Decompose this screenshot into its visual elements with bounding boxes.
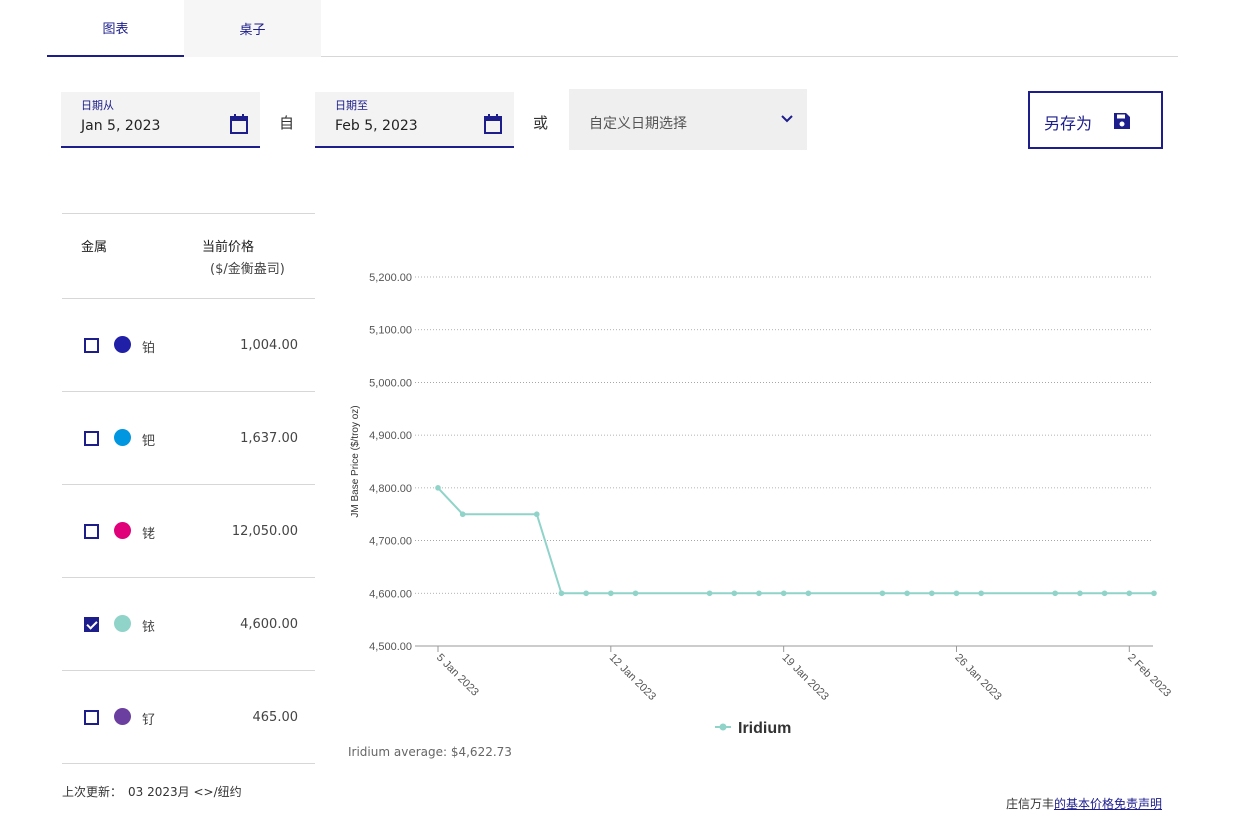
metal-name: 铱 [142, 620, 156, 635]
metal-price: 12,050.00 [231, 524, 298, 539]
metal-price: 465.00 [252, 710, 299, 725]
legend-label: Iridium [738, 720, 791, 737]
disclaimer-link[interactable]: 的基本价格免责声明 [1053, 797, 1162, 811]
date-range-select-value: 自定义日期选择 [589, 116, 687, 132]
y-tick-label: 5,200.00 [369, 272, 412, 284]
column-header-price: 当前价格 [202, 240, 255, 255]
data-point [706, 590, 713, 597]
metal-checkbox[interactable] [84, 617, 99, 632]
data-point [1077, 590, 1083, 597]
date-from-value: Jan 5, 2023 [81, 118, 161, 134]
y-tick-label: 5,000.00 [369, 377, 412, 389]
date-to-label: 日期至 [335, 99, 368, 112]
metal-price-table: 金属 当前价格 ($/金衡盎司) 铂 1,004.00 钯 1,637.00 铑 12,0… [62, 213, 315, 764]
tab-table[interactable]: 桌子 [184, 0, 321, 57]
data-point [904, 590, 910, 597]
data-point [928, 590, 935, 597]
data-point [459, 511, 466, 518]
last-updated: 上次更新： 03 2023月 <>/纽约 [62, 783, 242, 800]
metal-checkbox[interactable] [84, 431, 99, 446]
date-connector-to: 自 [279, 114, 295, 132]
data-point [435, 485, 441, 491]
x-tick-label: 2 Feb 2023 [1125, 652, 1173, 700]
metal-price: 1,637.00 [240, 431, 298, 446]
y-axis-label: JM Base Price ($/troy oz) [350, 405, 361, 517]
y-tick-label: 5,100.00 [369, 325, 412, 337]
metal-row[interactable]: 钯 1,637.00 [62, 392, 315, 485]
metal-name: 铂 [142, 341, 156, 356]
data-point [756, 590, 762, 597]
metal-color-dot [114, 429, 131, 446]
calendar-icon[interactable] [484, 114, 502, 134]
data-point [879, 590, 886, 597]
x-tick-label: 19 Jan 2023 [780, 652, 831, 703]
metal-color-dot [114, 336, 131, 353]
data-point [1151, 590, 1157, 597]
x-tick-label: 5 Jan 2023 [434, 652, 481, 699]
metal-price: 4,600.00 [240, 617, 298, 632]
chevron-down-icon [781, 115, 793, 123]
date-to-field[interactable]: 日期至 Feb 5, 2023 [315, 92, 514, 148]
price-line-chart: 4,500.00 4,600.00 4,700.00 4,800.00 4,900.00… [350, 272, 1173, 737]
column-header-metal: 金属 [81, 240, 108, 255]
data-point [558, 590, 565, 597]
date-to-value: Feb 5, 2023 [335, 118, 418, 134]
y-tick-label: 4,800.00 [369, 483, 412, 495]
legend-marker [719, 723, 727, 731]
view-tabs: 图表 桌子 [47, 0, 1178, 57]
data-point [978, 590, 984, 597]
metal-checkbox[interactable] [84, 710, 99, 725]
x-tick-label: 12 Jan 2023 [607, 652, 658, 703]
metal-checkbox[interactable] [84, 524, 99, 539]
date-from-field[interactable]: 日期从 Jan 5, 2023 [61, 92, 260, 148]
x-tick-label: 26 Jan 2023 [952, 652, 1003, 703]
metal-checkbox[interactable] [84, 338, 99, 353]
y-tick-label: 4,900.00 [369, 430, 412, 442]
last-updated-value: 03 2023月 <>/纽约 [128, 785, 242, 799]
metal-table-header: 金属 当前价格 ($/金衡盎司) [62, 214, 315, 299]
metal-name: 钯 [142, 434, 156, 449]
metal-name: 钌 [142, 713, 156, 728]
metal-price: 1,004.00 [240, 338, 298, 353]
data-point [583, 590, 589, 597]
metal-name: 铑 [142, 527, 156, 542]
disclaimer: 庄信万丰的基本价格免责声明 [1006, 795, 1162, 812]
save-icon [1114, 113, 1130, 129]
date-connector-or: 或 [533, 114, 549, 132]
data-point [533, 511, 540, 518]
disclaimer-prefix: 庄信万丰 [1005, 797, 1054, 811]
metal-row[interactable]: 铑 12,050.00 [62, 485, 315, 578]
metal-row[interactable]: 铱 4,600.00 [62, 578, 315, 671]
data-point [780, 590, 787, 597]
data-point [805, 590, 812, 597]
y-tick-label: 4,500.00 [369, 641, 412, 653]
metal-row[interactable]: 铂 1,004.00 [62, 299, 315, 392]
metal-row[interactable]: 钌 465.00 [62, 671, 315, 764]
chart-average-text: Iridium average: $4,622.73 [348, 745, 512, 759]
metal-color-dot [114, 615, 131, 632]
y-tick-label: 4,700.00 [369, 536, 412, 548]
calendar-icon[interactable] [230, 114, 248, 134]
y-tick-label: 4,600.00 [369, 588, 412, 600]
data-point [1101, 590, 1108, 597]
save-as-button[interactable]: 另存为 [1028, 91, 1163, 149]
metal-color-dot [114, 708, 131, 725]
date-from-label: 日期从 [81, 99, 114, 112]
data-point [731, 590, 738, 597]
metal-color-dot [114, 522, 131, 539]
data-point [1126, 590, 1133, 597]
data-point [632, 590, 639, 597]
column-header-price-unit: ($/金衡盎司) [210, 262, 285, 277]
data-point [953, 590, 960, 597]
series-line [437, 487, 1154, 595]
data-point [1052, 590, 1059, 597]
tab-chart[interactable]: 图表 [47, 0, 184, 57]
last-updated-label: 上次更新： [62, 785, 123, 799]
save-as-label: 另存为 [1044, 114, 1093, 133]
data-point [608, 590, 614, 597]
date-range-select[interactable]: 自定义日期选择 [569, 89, 807, 150]
